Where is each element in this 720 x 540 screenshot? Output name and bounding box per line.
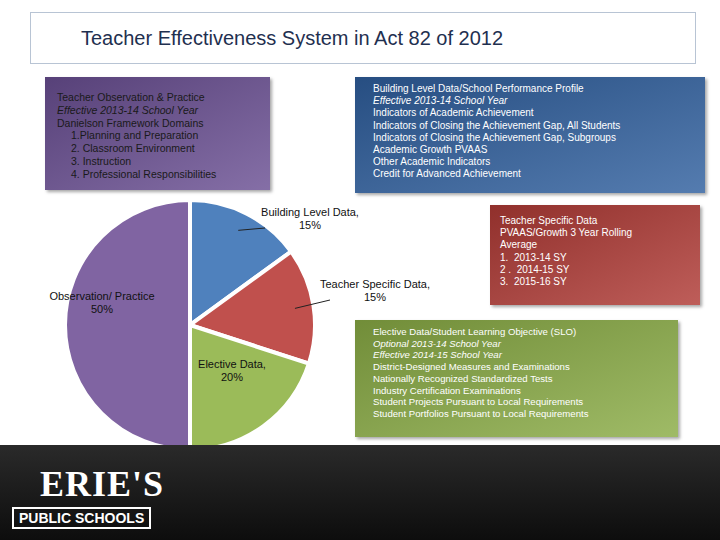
- html-text:Effective 2013-14 School Year: Effective 2013-14 School Year: [373, 95, 508, 107]
- html-text:Elective Data/Student Learning: Elective Data/Student Learning Objective…: [373, 326, 577, 337]
- html-text:Industry Certification Examina: Industry Certification Examinations: [373, 384, 521, 396]
- html-text:Academic Growth PVAAS: Academic Growth PVAAS: [373, 143, 488, 155]
- html-text:Nationally Recognized Standard: Nationally Recognized Standardized Tests: [373, 372, 553, 384]
- html-text:3. Instruction: 3. Instruction: [71, 155, 132, 167]
- html-text:Student Portfolios Pursuant to: Student Portfolios Pursuant to Local Req…: [373, 407, 589, 419]
- svg-text:Teacher Specific Data,15%: Teacher Specific Data,15%: [320, 278, 430, 303]
- html-text:Teacher Observation & Practice: Teacher Observation & Practice: [57, 91, 205, 103]
- html-text:Effective 2013-14 School Year: Effective 2013-14 School Year: [57, 103, 199, 116]
- html-text:Building Level Data/School Per: Building Level Data/School Performance P…: [373, 83, 584, 94]
- html-text:3. 2015-16 SY: 3. 2015-16 SY: [500, 275, 567, 287]
- svg-text:Elective Data,20%: Elective Data,20%: [198, 358, 266, 383]
- html-text:1. 2013-14 SY: 1. 2013-14 SY: [500, 251, 567, 263]
- html-text:1.Planning and Preparation: 1.Planning and Preparation: [71, 129, 199, 142]
- html-text:Indicators of Academic Achieve: Indicators of Academic Achievement: [373, 107, 534, 119]
- html-text:PVAAS/Growth 3 Year Rolling: PVAAS/Growth 3 Year Rolling: [500, 227, 633, 239]
- html-text:2 . 2014-15 SY: 2 . 2014-15 SY: [500, 263, 570, 275]
- html-text:Average: Average: [500, 239, 538, 251]
- html-text:Indicators of Closing the Achi: Indicators of Closing the Achievement Ga…: [373, 119, 621, 131]
- html-text:Effective 2014-15 School Year: Effective 2014-15 School Year: [373, 349, 502, 361]
- html-text:4. Professional Responsibiliti: 4. Professional Responsibilities: [71, 167, 217, 180]
- html-text:Student Projects Pursuant to L: Student Projects Pursuant to Local Requi…: [373, 396, 584, 408]
- html-text:Indicators of Closing the Achi: Indicators of Closing the Achievement Ga…: [373, 131, 616, 143]
- html-text:ERIE'S: ERIE'S: [40, 464, 165, 504]
- html-text:Teacher Effectiveness System i: Teacher Effectiveness System in Act 82 o…: [81, 27, 504, 49]
- svg-text:Observation/ Practice50%: Observation/ Practice50%: [49, 290, 154, 315]
- html-text:Optional 2013-14 School Year: Optional 2013-14 School Year: [373, 337, 501, 349]
- html-text:2. Classroom Environment: 2. Classroom Environment: [71, 142, 195, 155]
- svg-text:Building Level Data,15%: Building Level Data,15%: [261, 206, 359, 231]
- html-text:PUBLIC SCHOOLS: PUBLIC SCHOOLS: [19, 510, 145, 526]
- html-text:Other Academic Indicators: Other Academic Indicators: [373, 156, 491, 168]
- html-text:Teacher Specific Data: Teacher Specific Data: [500, 215, 598, 226]
- html-text:Danielson Framework Domains: Danielson Framework Domains: [57, 116, 204, 129]
- html-text:District-Designed Measures and: District-Designed Measures and Examinati…: [373, 361, 570, 373]
- html-text:Credit for Advanced Achievemen: Credit for Advanced Achievement: [373, 168, 521, 180]
